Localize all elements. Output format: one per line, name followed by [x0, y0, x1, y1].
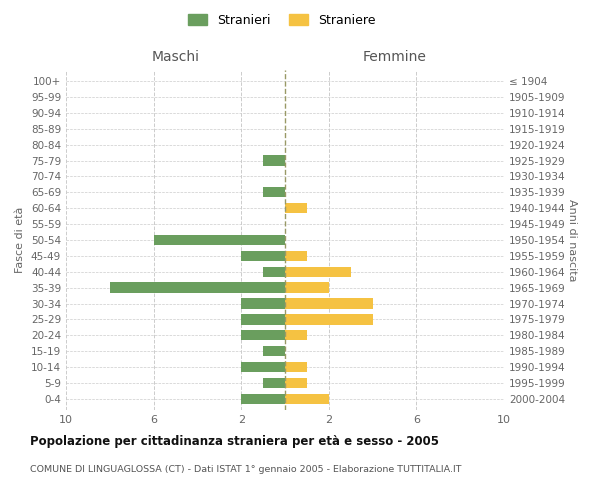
- Y-axis label: Anni di nascita: Anni di nascita: [567, 198, 577, 281]
- Bar: [263, 378, 285, 388]
- Bar: [241, 362, 285, 372]
- Bar: [241, 298, 285, 308]
- Bar: [154, 235, 285, 245]
- Text: Femmine: Femmine: [362, 50, 427, 64]
- Bar: [241, 330, 285, 340]
- Bar: [285, 362, 307, 372]
- Bar: [110, 282, 285, 293]
- Bar: [241, 250, 285, 261]
- Bar: [285, 266, 351, 277]
- Bar: [285, 203, 307, 213]
- Bar: [241, 314, 285, 324]
- Bar: [285, 378, 307, 388]
- Bar: [285, 394, 329, 404]
- Text: Popolazione per cittadinanza straniera per età e sesso - 2005: Popolazione per cittadinanza straniera p…: [30, 435, 439, 448]
- Text: Maschi: Maschi: [151, 50, 199, 64]
- Bar: [285, 298, 373, 308]
- Bar: [285, 250, 307, 261]
- Bar: [285, 314, 373, 324]
- Bar: [241, 394, 285, 404]
- Bar: [285, 330, 307, 340]
- Bar: [285, 282, 329, 293]
- Y-axis label: Fasce di età: Fasce di età: [16, 207, 25, 273]
- Text: COMUNE DI LINGUAGLOSSA (CT) - Dati ISTAT 1° gennaio 2005 - Elaborazione TUTTITAL: COMUNE DI LINGUAGLOSSA (CT) - Dati ISTAT…: [30, 465, 461, 474]
- Bar: [263, 156, 285, 166]
- Bar: [263, 266, 285, 277]
- Bar: [263, 346, 285, 356]
- Bar: [263, 187, 285, 198]
- Legend: Stranieri, Straniere: Stranieri, Straniere: [184, 8, 380, 32]
